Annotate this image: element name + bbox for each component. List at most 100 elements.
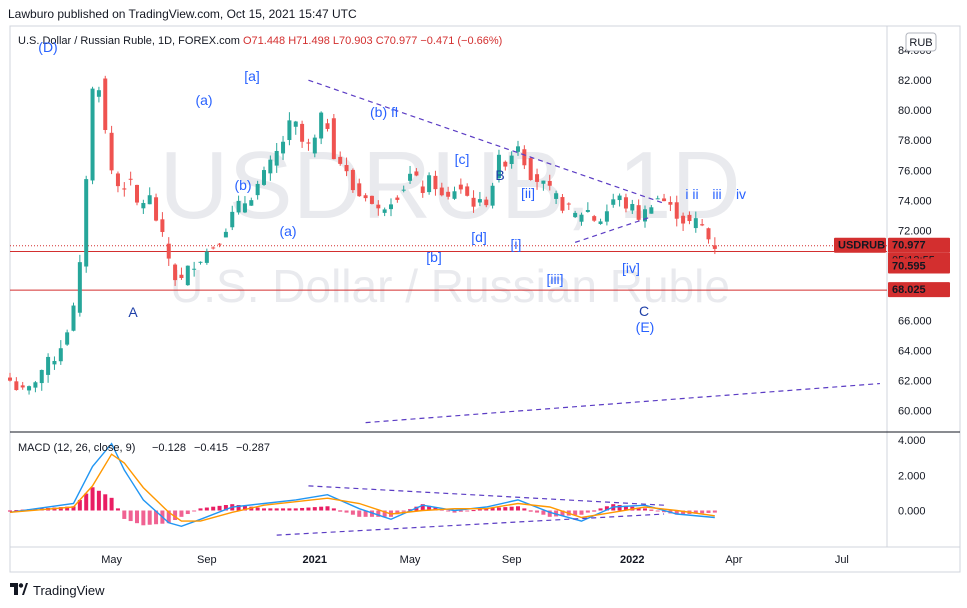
price-tick-label: 74.000 (898, 195, 932, 207)
wave-label[interactable]: (b) (234, 177, 251, 193)
macd-trendline-2[interactable] (276, 513, 665, 536)
wave-label[interactable]: iii (712, 186, 721, 202)
macd-histogram-bar (90, 487, 95, 511)
macd-histogram-bar (96, 490, 101, 511)
candle (427, 172, 432, 195)
macd-trendline-1[interactable] (308, 485, 665, 506)
wave-label[interactable]: [c] (455, 151, 470, 167)
time-tick-label: May (101, 554, 122, 566)
macd-histogram-bar (173, 510, 178, 521)
pane-borders (9, 25, 961, 573)
candle (395, 195, 400, 203)
macd-histogram-bar (433, 507, 438, 511)
wave-label[interactable]: C (639, 303, 649, 319)
candle (33, 380, 38, 393)
wave-label[interactable]: i ii (685, 186, 698, 202)
legend-close: C70.977 (375, 35, 418, 47)
macd-histogram-bar (344, 510, 349, 513)
wave-label[interactable]: (E) (636, 319, 655, 335)
candle (338, 151, 343, 166)
svg-text:68.025: 68.025 (892, 284, 926, 296)
macd-histogram-bar (528, 510, 533, 512)
macd-histogram-bar (693, 510, 698, 514)
svg-text:USDRUB: USDRUB (838, 240, 885, 252)
wave-label[interactable]: [i] (511, 236, 522, 252)
wave-label[interactable]: (a) (195, 92, 212, 108)
macd-histogram-bar (681, 510, 686, 515)
time-axis[interactable]: May Sep 2021 May Sep 2022 Apr Jul (101, 554, 849, 566)
macd-histogram-bar (242, 505, 247, 511)
macd-histogram-bar (655, 510, 660, 512)
macd-histogram-bar (211, 506, 216, 511)
wave-label[interactable]: iv (736, 186, 746, 202)
wave-label[interactable]: [iii] (546, 271, 563, 287)
candle (122, 182, 127, 197)
trendline-3[interactable] (365, 382, 880, 424)
macd-histogram-bar (338, 510, 343, 512)
candle (179, 267, 184, 280)
wave-label[interactable]: [d] (471, 229, 487, 245)
candle (8, 372, 12, 382)
trendline-2[interactable] (574, 216, 652, 243)
wave-label[interactable]: [iv] (622, 260, 640, 276)
wave-label[interactable]: [ii] (521, 185, 535, 201)
candle (230, 205, 235, 231)
wave-label[interactable]: [a] (244, 68, 260, 84)
macd-histogram-bar (509, 506, 514, 511)
wave-label[interactable]: A (128, 304, 138, 320)
candle (236, 195, 241, 215)
price-tick-label: 80.000 (898, 105, 932, 117)
price-tick-label: 82.000 (898, 75, 932, 87)
wave-label[interactable]: (D) (38, 39, 57, 55)
candle (281, 135, 286, 160)
macd-histogram-bar (382, 510, 387, 517)
wave-label[interactable]: B (495, 167, 504, 183)
candle (262, 166, 266, 186)
candle (662, 193, 667, 202)
time-tick-label: 2022 (620, 554, 644, 566)
candle (128, 171, 133, 186)
candle (173, 263, 178, 286)
legend-symbol[interactable]: U.S. Dollar / Russian Ruble, 1D, FOREX.c… (18, 35, 240, 47)
macd-histogram-bar (604, 506, 609, 511)
macd-histogram-bar (408, 509, 413, 511)
candle (255, 180, 260, 200)
macd-tick-label: 0.000 (898, 506, 926, 518)
candle (528, 157, 533, 181)
candle (433, 170, 438, 196)
macd-tick-label: 4.000 (898, 435, 926, 447)
candle (160, 212, 165, 237)
price-tick-label: 62.000 (898, 376, 932, 388)
candle (700, 218, 705, 227)
tradingview-brand[interactable]: TradingView (10, 583, 105, 598)
macd-histogram-bar (325, 506, 330, 511)
candle (71, 302, 76, 332)
chart-frame (9, 25, 961, 573)
candle (376, 200, 381, 216)
price-axis[interactable]: 60.00062.00064.00066.00068.00070.00072.0… (898, 45, 932, 517)
candle (166, 237, 171, 266)
macd-histogram-bar (109, 497, 114, 511)
candle (58, 340, 63, 365)
wave-label[interactable]: [b] (426, 249, 442, 265)
candle (465, 183, 470, 197)
macd-histogram-bar (516, 506, 520, 511)
macd-histogram-bar (179, 510, 184, 517)
macd-legend: MACD (12, 26, close, 9) −0.128 −0.415 −0… (18, 442, 270, 454)
wave-label[interactable]: (b) fl (370, 104, 398, 120)
candle (604, 204, 609, 226)
legend-high: H71.498 (288, 35, 330, 47)
tradingview-wordmark: TradingView (33, 583, 105, 598)
candle (446, 186, 451, 200)
wave-label[interactable]: (a) (279, 223, 296, 239)
candle (655, 195, 660, 200)
time-tick-label: Sep (502, 554, 522, 566)
macd-histogram-bar (236, 505, 241, 511)
candle (598, 218, 603, 225)
macd-histogram-bar (662, 510, 667, 513)
currency-badge[interactable]: RUB (905, 32, 937, 52)
macd-histogram-bar (58, 507, 63, 511)
macd-histogram-bar (585, 510, 590, 513)
